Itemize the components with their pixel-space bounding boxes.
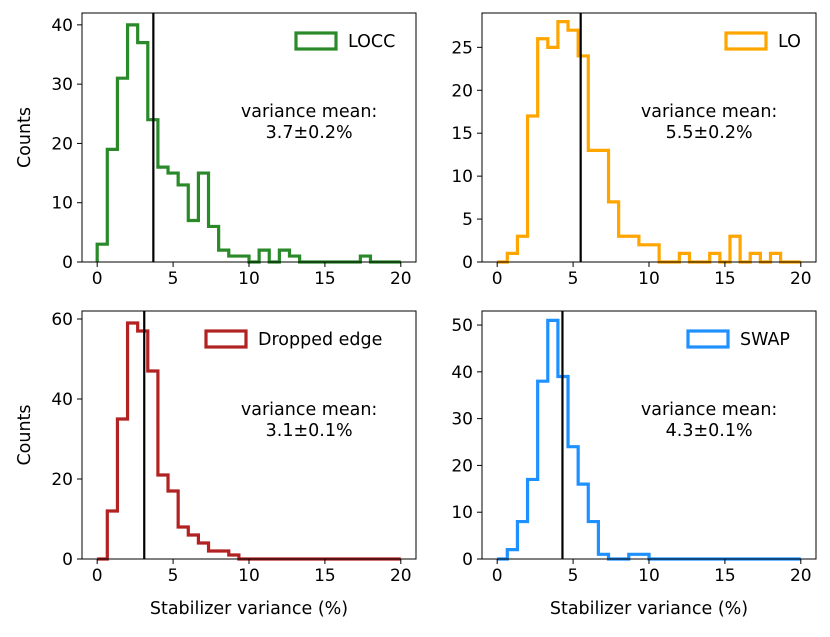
- y-tick-label: 10: [51, 194, 73, 214]
- legend-swatch: [294, 31, 338, 51]
- x-tick-label: 15: [714, 566, 736, 586]
- stat-label: variance mean:: [641, 400, 777, 420]
- x-tick-label: 20: [790, 566, 812, 586]
- y-axis-label: Counts: [15, 404, 35, 465]
- panel-dropped-edge: 0 5 10 15 20 0 20 40 60 Dropped edge variance mean…: [15, 310, 417, 619]
- x-tick-label: 5: [168, 566, 179, 586]
- y-tick-label: 40: [451, 363, 473, 383]
- y-tick-label: 15: [451, 124, 473, 144]
- x-tick-label: 15: [314, 269, 336, 289]
- stat-label: variance mean:: [241, 400, 377, 420]
- y-tick-label: 30: [51, 75, 73, 95]
- y-tick-label: 10: [451, 167, 473, 187]
- y-tick-label: 0: [62, 550, 73, 570]
- y-tick-label: 20: [451, 456, 473, 476]
- x-tick-label: 0: [492, 566, 503, 586]
- x-tick-label: 10: [638, 269, 660, 289]
- legend-swatch: [204, 329, 248, 349]
- histogram-series: [497, 19, 801, 264]
- y-tick-label: 20: [51, 470, 73, 490]
- panel-swap: 0 5 10 15 20 0 10 20 30 40 50 SWAP variance mean:4.3…: [451, 310, 817, 619]
- stat-value: 4.3±0.1%: [666, 421, 753, 441]
- x-tick-label: 20: [790, 269, 812, 289]
- histogram-series: [497, 318, 801, 561]
- stat-value: 3.7±0.2%: [266, 123, 353, 143]
- y-tick-label: 50: [451, 316, 473, 336]
- legend-label: Dropped edge: [258, 330, 382, 350]
- legend-label: LOCC: [348, 32, 395, 52]
- x-tick-label: 10: [238, 566, 260, 586]
- x-tick-label: 5: [168, 269, 179, 289]
- x-tick-label: 5: [568, 566, 579, 586]
- x-axis-label: Stabilizer variance (%): [550, 599, 748, 619]
- x-tick-label: 0: [492, 269, 503, 289]
- legend-label: LO: [778, 32, 801, 52]
- y-tick-label: 0: [462, 550, 473, 570]
- y-axis-label: Counts: [15, 107, 35, 168]
- y-tick-label: 20: [51, 134, 73, 154]
- y-tick-label: 40: [51, 16, 73, 36]
- x-tick-label: 20: [390, 566, 412, 586]
- y-tick-label: 0: [62, 253, 73, 273]
- y-tick-label: 20: [451, 81, 473, 101]
- x-tick-label: 0: [92, 269, 103, 289]
- x-tick-label: 10: [238, 269, 260, 289]
- histogram-series: [95, 23, 401, 264]
- x-tick-label: 5: [568, 269, 579, 289]
- y-tick-label: 5: [462, 210, 473, 230]
- x-tick-label: 15: [314, 566, 336, 586]
- y-tick-label: 30: [451, 410, 473, 430]
- x-axis-label: Stabilizer variance (%): [150, 599, 348, 619]
- legend-label: SWAP: [740, 330, 790, 350]
- x-tick-label: 10: [638, 566, 660, 586]
- y-tick-label: 60: [51, 310, 73, 330]
- y-tick-label: 40: [51, 390, 73, 410]
- x-tick-label: 20: [390, 269, 412, 289]
- stat-value: 5.5±0.2%: [666, 123, 753, 143]
- y-tick-label: 0: [462, 253, 473, 273]
- panel-lo: 0 5 10 15 20 0 5 10 15 20 25 LO variance mean:5.5±0.…: [451, 12, 817, 289]
- histogram-series: [97, 321, 401, 561]
- legend-swatch: [686, 329, 730, 349]
- x-tick-label: 15: [714, 269, 736, 289]
- y-tick-label: 25: [451, 38, 473, 58]
- y-tick-label: 10: [451, 503, 473, 523]
- legend-swatch: [724, 31, 768, 51]
- panel-locc: 0 5 10 15 20 0 10 20 30 40 LOCC variance mean:3.7±0…: [15, 12, 417, 289]
- stat-value: 3.1±0.1%: [266, 421, 353, 441]
- x-tick-label: 0: [92, 566, 103, 586]
- stat-label: variance mean:: [241, 102, 377, 122]
- stat-label: variance mean:: [641, 102, 777, 122]
